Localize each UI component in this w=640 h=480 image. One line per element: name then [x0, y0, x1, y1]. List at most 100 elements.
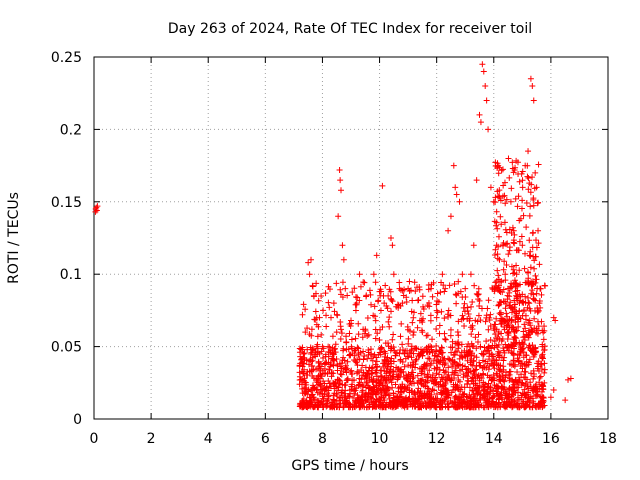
- data-point: [410, 350, 417, 357]
- data-point: [363, 293, 370, 300]
- data-point: [331, 346, 338, 353]
- data-point: [516, 307, 523, 314]
- data-point: [469, 404, 476, 411]
- data-point: [390, 331, 397, 338]
- data-point: [516, 404, 523, 411]
- data-point: [524, 401, 531, 408]
- data-point: [425, 281, 432, 288]
- data-point: [347, 351, 354, 358]
- data-point: [335, 213, 342, 220]
- data-point: [372, 326, 379, 333]
- data-point: [478, 305, 485, 312]
- data-point: [456, 198, 463, 205]
- data-point: [493, 242, 500, 249]
- data-point: [473, 290, 480, 297]
- data-point: [398, 320, 405, 327]
- data-point: [465, 310, 472, 317]
- data-point: [515, 193, 522, 200]
- data-point: [400, 399, 407, 406]
- data-point: [521, 307, 528, 314]
- data-point: [526, 342, 533, 349]
- data-point: [447, 312, 454, 319]
- data-point: [471, 282, 478, 289]
- data-point: [408, 346, 415, 353]
- data-point: [516, 376, 523, 383]
- data-point: [530, 196, 537, 203]
- data-point: [486, 314, 493, 321]
- data-point: [382, 357, 389, 364]
- data-point: [305, 361, 312, 368]
- data-point: [405, 335, 412, 342]
- data-point: [480, 364, 487, 371]
- data-point: [482, 399, 489, 406]
- data-point: [340, 256, 347, 263]
- data-point: [494, 404, 501, 411]
- data-point: [477, 392, 484, 399]
- data-point: [529, 280, 536, 287]
- data-point: [502, 392, 509, 399]
- data-point: [423, 332, 430, 339]
- data-point: [401, 363, 408, 370]
- data-point: [533, 290, 540, 297]
- data-point: [323, 384, 330, 391]
- data-point: [507, 368, 514, 375]
- data-point: [532, 279, 539, 286]
- data-point: [329, 333, 336, 340]
- data-point: [337, 318, 344, 325]
- data-point: [339, 242, 346, 249]
- data-point: [380, 360, 387, 367]
- data-point: [373, 382, 380, 389]
- data-point: [508, 284, 515, 291]
- data-point: [484, 305, 491, 312]
- data-point: [513, 384, 520, 391]
- data-point: [567, 375, 574, 382]
- data-point: [476, 111, 483, 118]
- data-point: [320, 307, 327, 314]
- data-point: [515, 389, 522, 396]
- data-point: [411, 380, 418, 387]
- data-point: [347, 390, 354, 397]
- data-point: [373, 373, 380, 380]
- data-point: [485, 347, 492, 354]
- data-point: [481, 394, 488, 401]
- data-point: [386, 395, 393, 402]
- data-point: [441, 315, 448, 322]
- data-point: [326, 383, 333, 390]
- data-point: [506, 174, 513, 181]
- data-point: [516, 300, 523, 307]
- data-point: [495, 341, 502, 348]
- data-point: [360, 348, 367, 355]
- data-point: [464, 373, 471, 380]
- data-point: [484, 384, 491, 391]
- data-point: [477, 119, 484, 126]
- data-point: [349, 289, 356, 296]
- data-point: [432, 352, 439, 359]
- data-point: [455, 341, 462, 348]
- data-point: [416, 317, 423, 324]
- data-point: [533, 381, 540, 388]
- data-point: [527, 75, 534, 82]
- data-point: [462, 285, 469, 292]
- data-point: [419, 329, 426, 336]
- data-point: [406, 396, 413, 403]
- data-point: [328, 314, 335, 321]
- data-point: [473, 354, 480, 361]
- data-point: [327, 363, 334, 370]
- y-tick-labels: 0 0.05 0.1 0.15 0.2 0.25: [51, 50, 82, 428]
- data-point: [506, 244, 513, 251]
- data-point: [527, 347, 534, 354]
- data-point: [342, 381, 349, 388]
- data-point: [325, 393, 332, 400]
- data-point: [328, 373, 335, 380]
- data-point: [330, 300, 337, 307]
- data-point: [449, 338, 456, 345]
- data-point: [515, 170, 522, 177]
- data-point: [415, 404, 422, 411]
- data-point: [342, 285, 349, 292]
- data-point: [450, 361, 457, 368]
- data-point: [533, 237, 540, 244]
- data-point: [380, 404, 387, 411]
- data-point: [513, 310, 520, 317]
